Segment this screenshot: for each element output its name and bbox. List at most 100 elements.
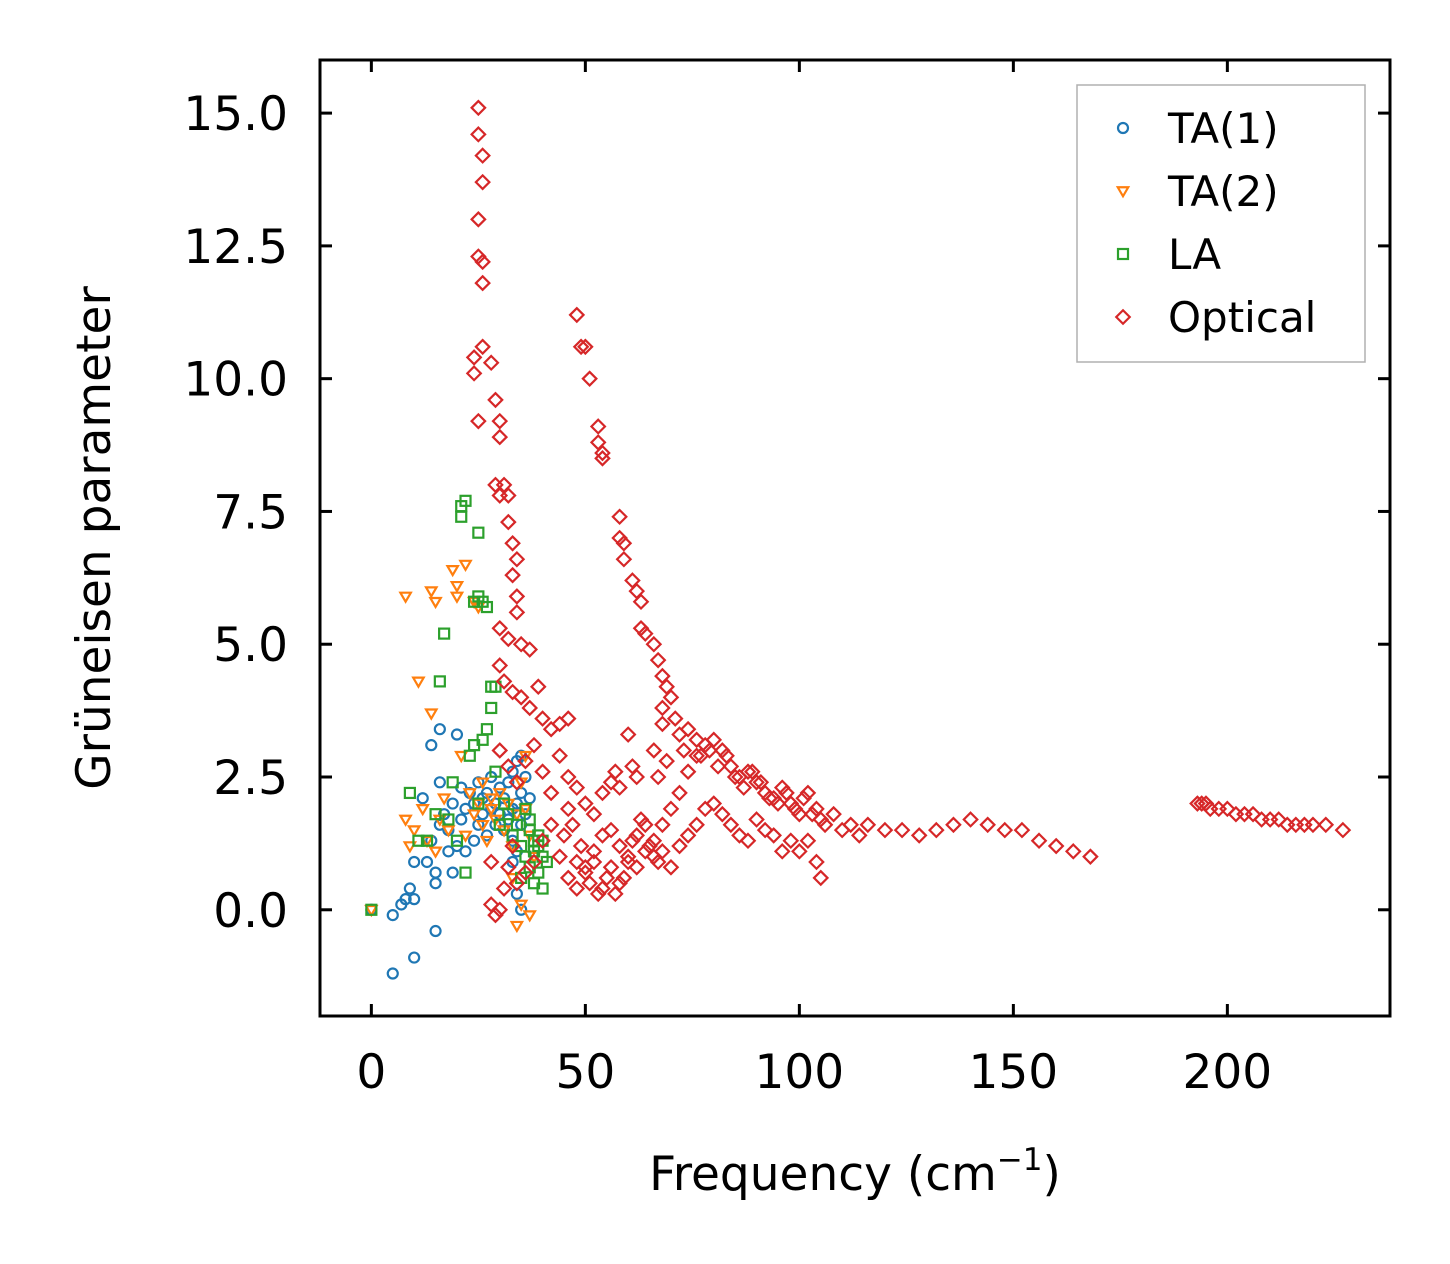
data-point [812,811,830,828]
data-point [654,843,671,860]
data-point [649,651,667,669]
data-point [449,580,465,594]
data-point [403,882,416,895]
data-point [619,853,637,871]
data-point [433,776,446,789]
data-point [773,843,791,860]
data-point [474,147,491,164]
data-point [517,864,534,881]
data-point [491,657,509,674]
data-point [816,816,834,834]
data-point [619,726,637,743]
legend-entry: LA [1116,230,1221,279]
data-point [1030,832,1048,850]
data-point [572,837,590,855]
data-point [1334,821,1352,839]
legend-marker [1116,247,1130,261]
data-point [714,805,731,823]
data-point [1304,816,1322,834]
data-point [615,869,633,887]
data-point [424,708,439,721]
data-point [529,678,547,696]
legend-entry: TA(1) [1116,104,1279,153]
data-point [893,821,911,839]
data-point [455,813,468,826]
data-point [493,781,506,794]
legend-box [1076,84,1366,363]
data-point [515,903,528,916]
data-point [502,776,515,789]
data-point [484,804,499,817]
data-point [442,845,455,858]
data-point [962,811,979,828]
data-point [522,910,537,923]
data-point [559,768,577,786]
data-point [525,736,543,754]
data-point [491,742,509,759]
data-point [726,768,744,786]
data-point [484,793,499,806]
data-point [628,768,646,786]
data-point [466,809,482,822]
data-point [607,763,624,780]
data-point [1193,795,1210,812]
data-point [467,834,481,847]
data-point [487,391,504,409]
data-point [521,699,539,717]
data-point [408,855,421,869]
data-point [480,829,494,842]
data-point [551,848,568,865]
data-point [508,588,526,605]
data-point [504,535,521,552]
data-point [722,816,740,834]
data-point [799,832,817,850]
data-point [636,843,654,860]
data-point [1317,816,1335,834]
data-point [491,428,509,446]
data-point [406,825,422,838]
plot-frame [318,58,1392,1018]
data-point [572,338,590,356]
data-point [442,813,455,826]
data-point [416,792,429,805]
data-point [705,795,723,812]
data-point [491,901,509,919]
data-point [607,885,624,903]
data-point [420,834,434,847]
x-tick-label: 0 [356,1045,386,1100]
data-point [577,858,594,876]
data-point [472,776,485,789]
data-point [446,866,459,879]
data-point [611,779,628,796]
data-point [534,763,551,780]
data-point [500,630,517,648]
data-point [791,805,808,823]
data-point [446,776,459,789]
legend-entry: Optical [1114,293,1316,342]
data-point [589,418,607,435]
data-point [465,365,483,382]
data-point [671,784,688,802]
data-point [398,814,413,827]
data-point [842,816,860,834]
data-point [979,816,996,834]
data-point [428,846,443,859]
data-point [666,710,684,727]
data-point [479,835,495,849]
data-point [429,808,442,821]
data-point [615,550,633,568]
data-point [459,494,472,507]
data-point [518,804,533,817]
data-point [487,906,504,924]
data-point [495,880,513,897]
data-point [662,858,680,876]
data-point [598,869,616,887]
data-point [525,853,543,871]
data-point [429,924,442,938]
y-tick-label: 12.5 [183,220,288,275]
data-point [594,827,611,844]
data-point [500,758,517,775]
data-point [512,635,530,653]
data-point [415,804,430,817]
